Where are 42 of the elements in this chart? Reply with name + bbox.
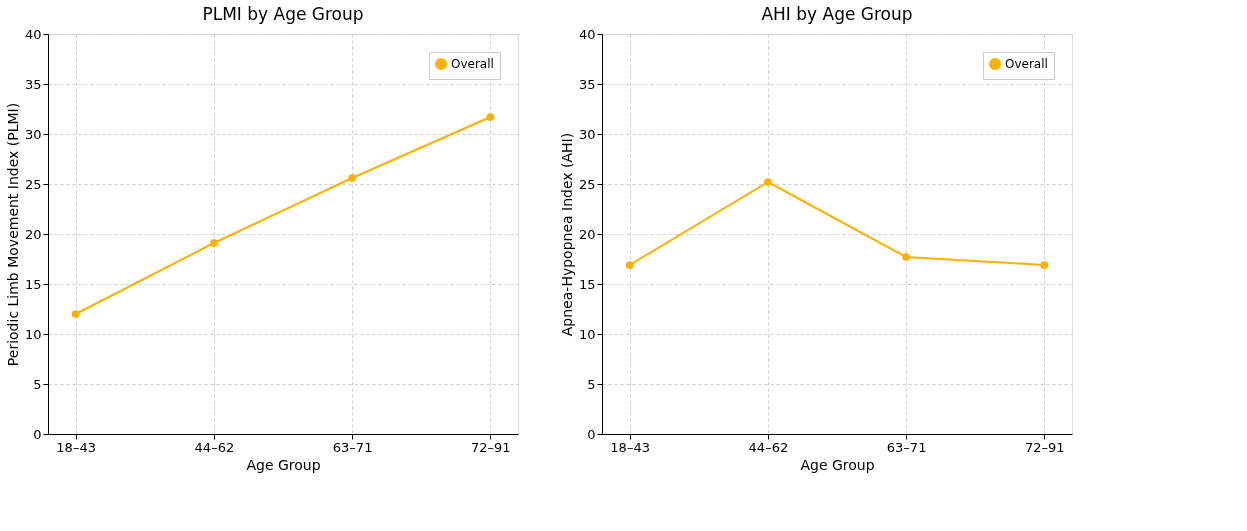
y-tick-label: 25 (24, 176, 42, 192)
legend-label: Overall (451, 57, 494, 71)
y-tick-label: 5 (33, 376, 42, 392)
x-tick-label: 18–43 (610, 439, 650, 455)
y-tick-label: 40 (24, 26, 42, 42)
y-tick-label: 0 (33, 426, 42, 442)
y-tick-label: 20 (578, 226, 596, 242)
x-tick-label: 72–91 (1025, 439, 1065, 455)
chart-title: PLMI by Age Group (202, 4, 364, 24)
y-tick-label: 15 (24, 276, 42, 292)
y-tick-label: 20 (24, 226, 42, 242)
y-tick-label: 0 (587, 426, 596, 442)
point (210, 239, 218, 247)
y-tick-label: 10 (24, 326, 42, 342)
point (486, 113, 495, 121)
point (1040, 261, 1049, 269)
legend-label: Overall (1005, 57, 1048, 71)
point (71, 310, 80, 318)
y-tick-label: 5 (587, 376, 596, 392)
x-tick-label: 44–62 (194, 439, 235, 455)
x-tick-label: 44–62 (748, 439, 789, 455)
chart-title: AHI by Age Group (761, 4, 913, 24)
x-axis-title: Age Group (246, 456, 321, 473)
x-tick-label: 63–71 (332, 439, 373, 455)
y-tick-label: 10 (578, 326, 596, 342)
y-tick-label: 15 (578, 276, 596, 292)
x-tick-label: 63–71 (886, 439, 927, 455)
point (348, 174, 356, 182)
point (764, 178, 772, 186)
y-tick-label: 30 (24, 126, 42, 142)
y-axis-title: Apnea-Hypopnea Index (AHI) (558, 132, 575, 337)
point (625, 261, 634, 269)
y-tick-label: 35 (24, 76, 42, 92)
x-tick-label: 72–91 (471, 439, 511, 455)
y-tick-label: 35 (578, 76, 596, 92)
x-axis-title: Age Group (800, 456, 875, 473)
y-tick-label: 40 (578, 26, 596, 42)
y-axis-title: Periodic Limb Movement Index (PLMI) (4, 102, 21, 367)
x-tick-label: 18–43 (56, 439, 96, 455)
y-tick-label: 25 (578, 176, 596, 192)
point (902, 253, 910, 261)
y-tick-label: 30 (578, 126, 596, 142)
